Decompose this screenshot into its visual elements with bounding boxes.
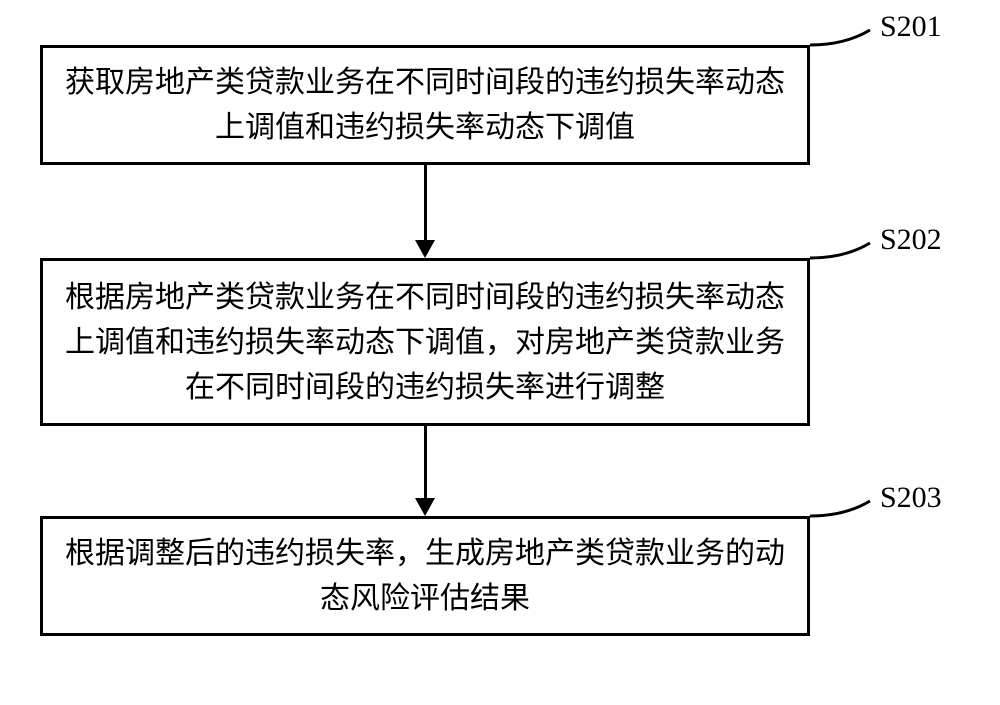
step-box-s201: 获取房地产类贷款业务在不同时间段的违约损失率动态上调值和违约损失率动态下调值 (40, 45, 810, 165)
step-box-s202: 根据房地产类贷款业务在不同时间段的违约损失率动态上调值和违约损失率动态下调值，对… (40, 258, 810, 426)
flowchart-container: 获取房地产类贷款业务在不同时间段的违约损失率动态上调值和违约损失率动态下调值 S… (0, 0, 1000, 705)
step-text: 根据房地产类贷款业务在不同时间段的违约损失率动态上调值和违约损失率动态下调值，对… (63, 275, 787, 410)
step-text: 获取房地产类贷款业务在不同时间段的违约损失率动态上调值和违约损失率动态下调值 (63, 60, 787, 150)
step-label-s203: S203 (880, 481, 942, 515)
step-text: 根据调整后的违约损失率，生成房地产类贷款业务的动态风险评估结果 (63, 531, 787, 621)
step-box-s203: 根据调整后的违约损失率，生成房地产类贷款业务的动态风险评估结果 (40, 516, 810, 636)
arrow-1 (415, 165, 435, 258)
arrow-2 (415, 426, 435, 516)
step-label-s202: S202 (880, 223, 942, 257)
step-label-s201: S201 (880, 10, 942, 44)
